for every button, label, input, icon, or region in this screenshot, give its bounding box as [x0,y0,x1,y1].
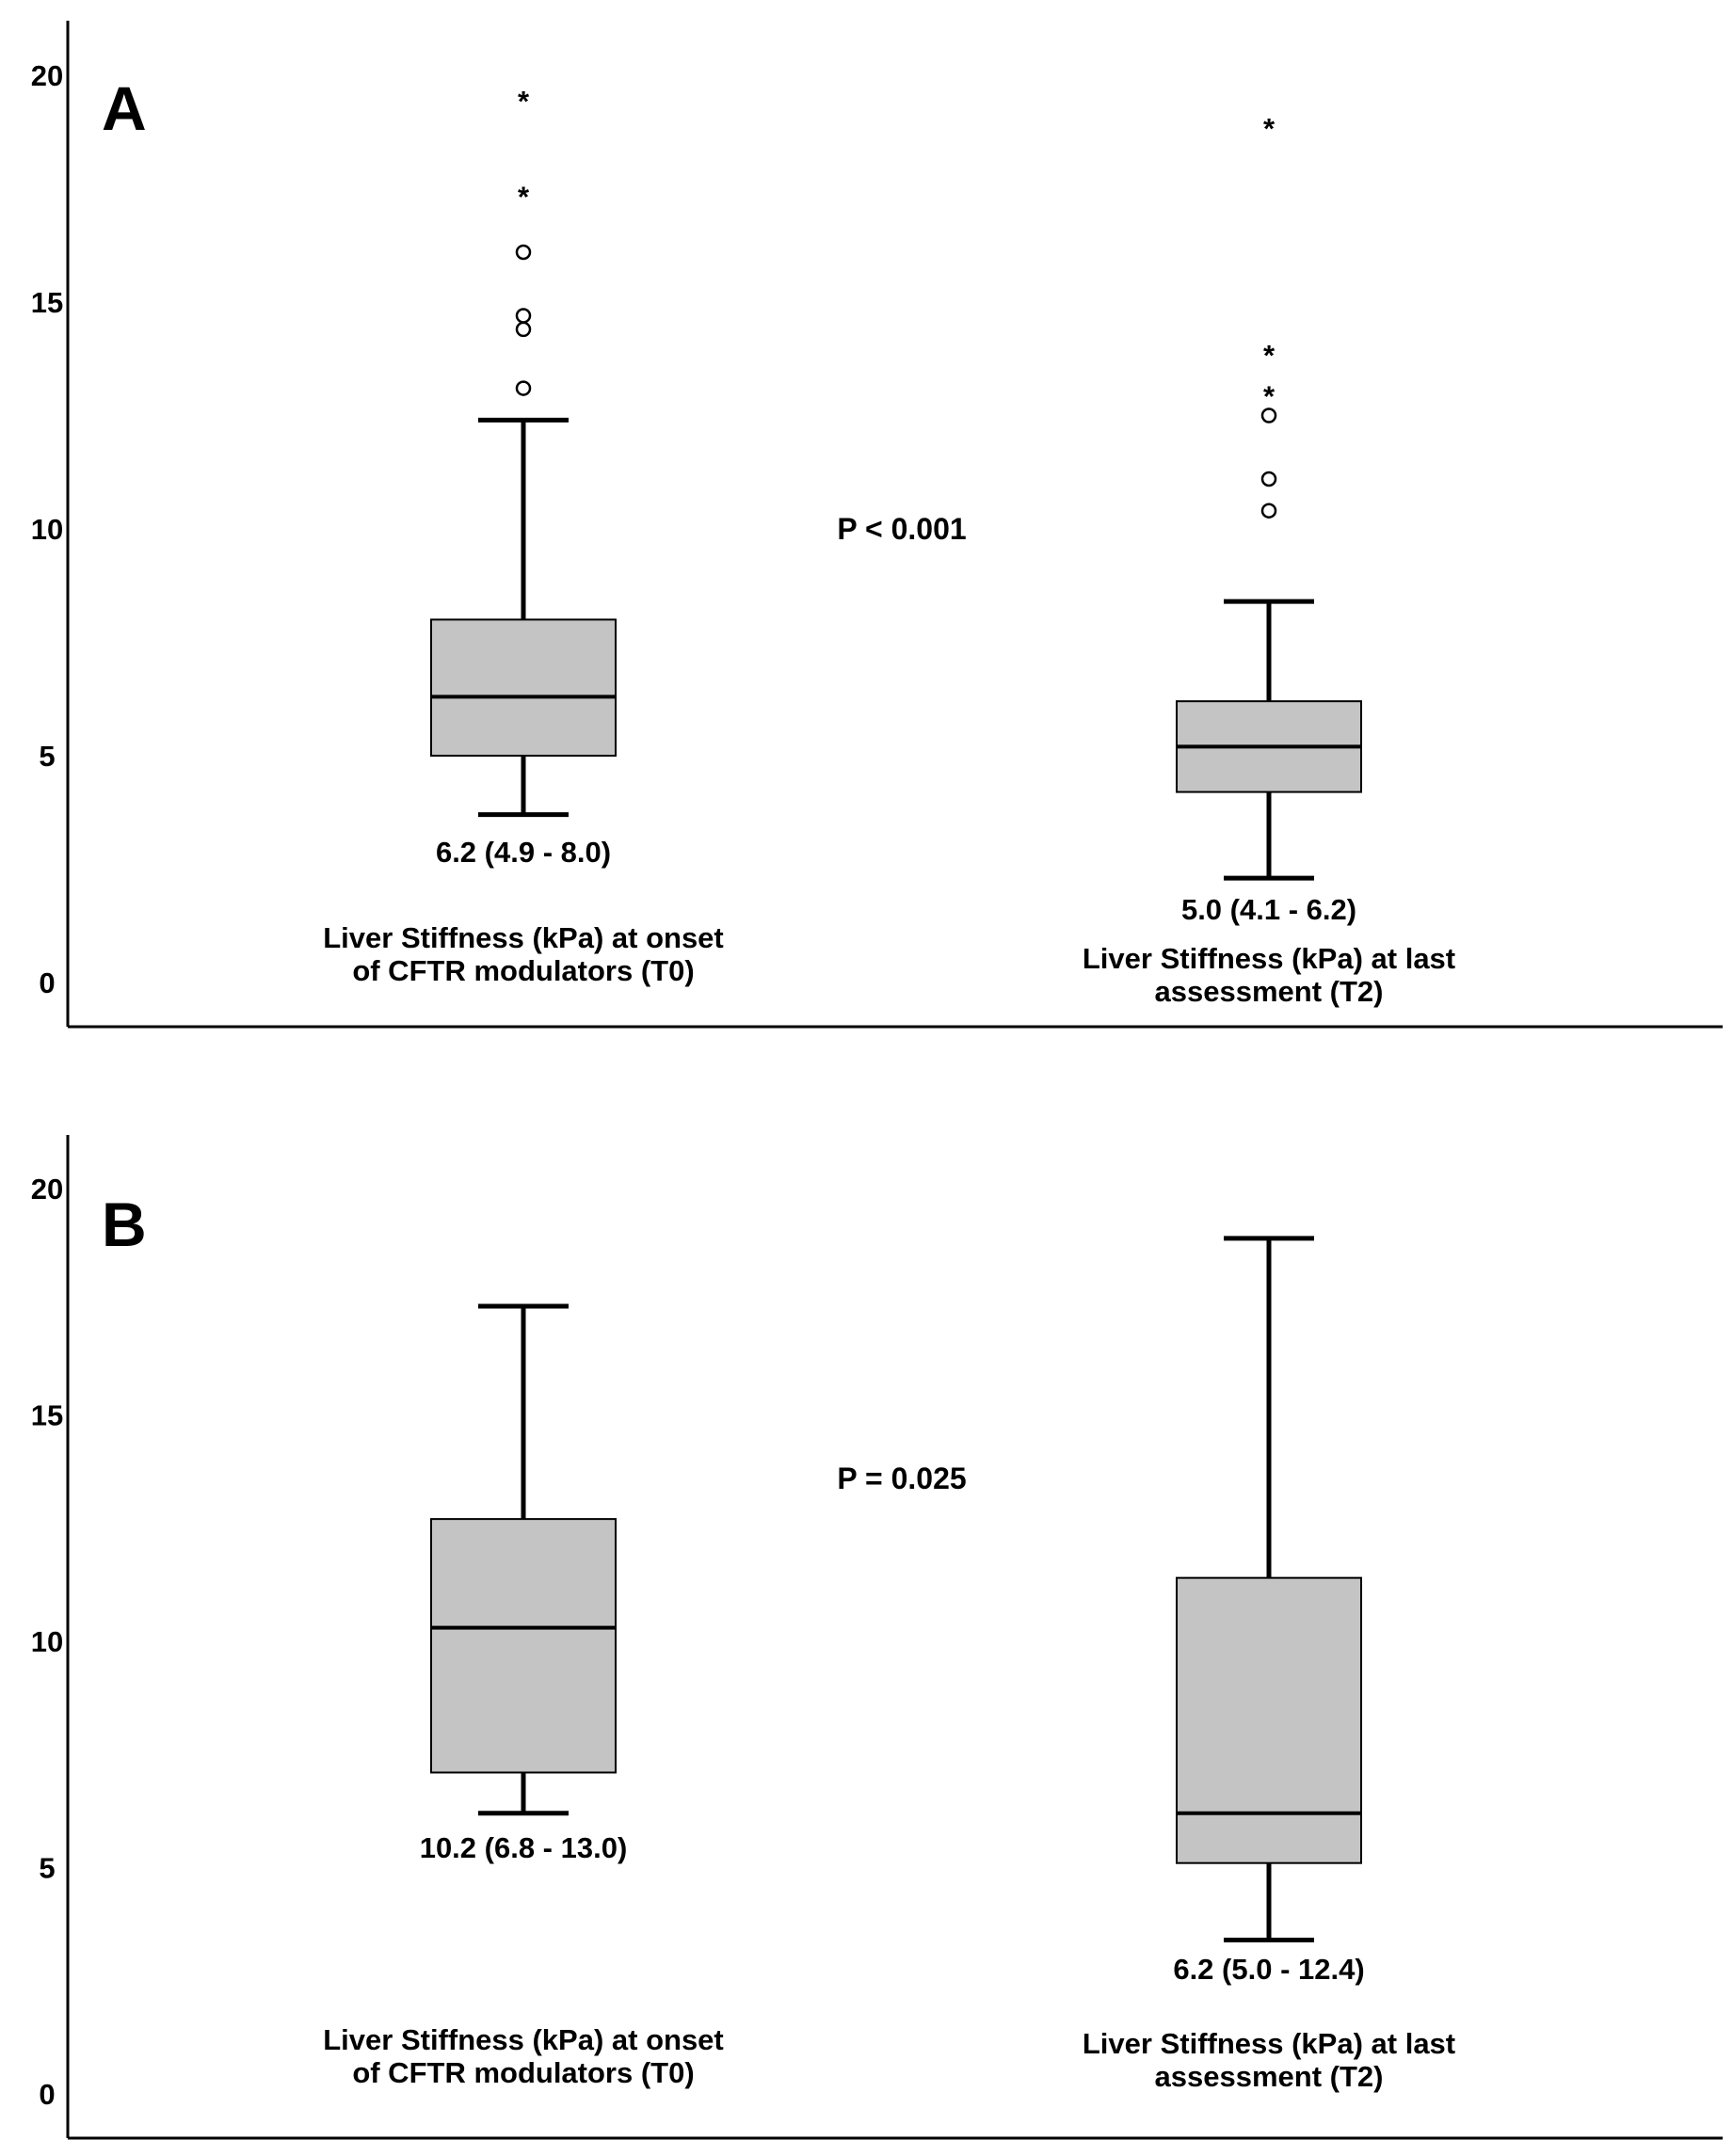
outlier-point [1260,407,1277,423]
panel-a: 0 5 10 15 20 A P < 0.001 * * 6.2 (4.9 - 8.0) Liver… [31,21,1723,1029]
iqr-box [430,618,617,758]
outlier-point [515,380,532,396]
p-value-label: P < 0.001 [837,512,966,546]
panel-label: B [102,1190,147,1259]
y-tick-label: 20 [31,59,63,92]
box-group: * * 6.2 (4.9 - 8.0) Liver Stiffness (kPa) a… [323,85,724,987]
y-tick-label: 15 [31,286,63,319]
box-group: 10.2 (6.8 - 13.0) Liver Stiffness (kPa) a… [323,1303,724,2089]
category-label: assessment (T2) [1155,975,1384,1008]
iqr-box [430,1518,617,1774]
extreme-point: * [518,180,530,213]
y-tick-label: 15 [31,1399,63,1432]
y-tick-label: 20 [31,1173,63,1206]
box-group: 6.2 (5.0 - 12.4) Liver Stiffness (kPa) at… [1083,1236,1455,2093]
category-label: Liver Stiffness (kPa) at last [1083,2027,1455,2060]
y-tick-label: 5 [39,1852,55,1885]
extreme-point: * [1263,112,1276,145]
category-label: assessment (T2) [1155,2060,1384,2093]
summary-label: 6.2 (5.0 - 12.4) [1173,1953,1364,1986]
outlier-point [515,244,532,261]
outlier-point [1260,471,1277,487]
outlier-point [515,308,532,324]
summary-label: 5.0 (4.1 - 6.2) [1181,893,1356,926]
y-tick-label: 0 [39,2078,55,2111]
box-group: * * * 5.0 (4.1 - 6.2) Liver Stiffness (kPa) … [1083,112,1455,1008]
outlier-point [1260,503,1277,519]
iqr-box [1176,1576,1362,1864]
y-tick-label: 0 [39,966,55,999]
category-label: of CFTR modulators (T0) [352,954,694,987]
y-tick-label: 10 [31,513,63,546]
extreme-point: * [1263,379,1276,412]
summary-label: 10.2 (6.8 - 13.0) [420,1831,628,1864]
y-tick-label: 10 [31,1625,63,1658]
category-label: of CFTR modulators (T0) [352,2056,694,2089]
p-value-label: P = 0.025 [837,1461,966,1495]
summary-label: 6.2 (4.9 - 8.0) [436,836,611,869]
panel-label: A [102,73,147,143]
y-tick-label: 5 [39,740,55,773]
extreme-point: * [518,85,530,118]
extreme-point: * [1263,339,1276,372]
category-label: Liver Stiffness (kPa) at last [1083,942,1455,975]
outlier-point [515,321,532,338]
panel-b: 0 5 10 15 20 B P = 0.025 10.2 (6.8 - 13.0) Liver… [31,1135,1723,2140]
category-label: Liver Stiffness (kPa) at onset [323,2023,724,2056]
category-label: Liver Stiffness (kPa) at onset [323,921,724,954]
